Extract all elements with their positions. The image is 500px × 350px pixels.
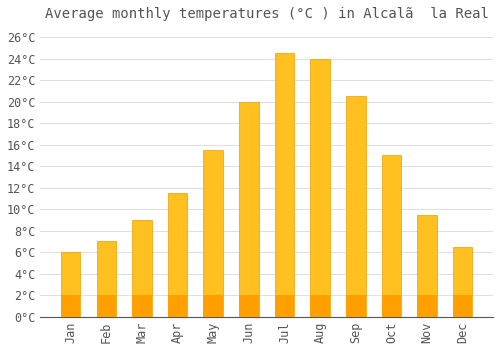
Bar bbox=[417, 215, 437, 317]
Bar bbox=[346, 96, 366, 317]
Bar bbox=[239, 295, 258, 317]
Bar bbox=[61, 252, 80, 317]
Bar bbox=[168, 295, 188, 317]
Title: Average monthly temperatures (°C ) in Alcalã  la Real: Average monthly temperatures (°C ) in Al… bbox=[44, 7, 488, 21]
Bar bbox=[346, 295, 366, 317]
Bar bbox=[204, 295, 223, 317]
Bar bbox=[310, 58, 330, 317]
Bar bbox=[382, 295, 401, 317]
Bar bbox=[274, 295, 294, 317]
Bar bbox=[132, 295, 152, 317]
Bar bbox=[453, 295, 472, 317]
Bar bbox=[96, 295, 116, 317]
Bar bbox=[274, 53, 294, 317]
Bar bbox=[61, 295, 80, 317]
Bar bbox=[310, 295, 330, 317]
Bar bbox=[239, 102, 258, 317]
Bar bbox=[96, 241, 116, 317]
Bar bbox=[382, 155, 401, 317]
Bar bbox=[417, 295, 437, 317]
Bar bbox=[453, 247, 472, 317]
Bar bbox=[204, 150, 223, 317]
Bar bbox=[132, 220, 152, 317]
Bar bbox=[168, 193, 188, 317]
